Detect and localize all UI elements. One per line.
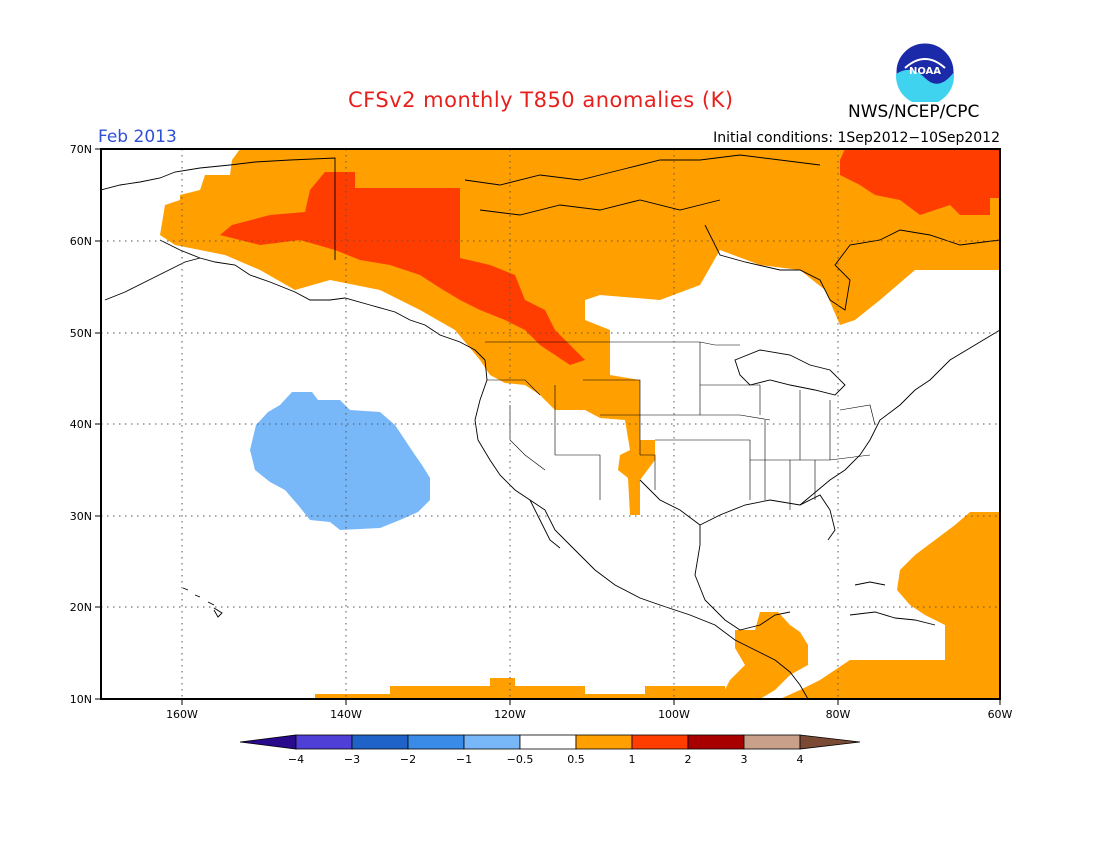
- legend-box: [631, 734, 689, 750]
- legend-arrow-low: [239, 734, 297, 750]
- tick-marks: [95, 148, 1001, 705]
- lat-label: 40N: [70, 418, 92, 431]
- legend-tick-label: 3: [741, 753, 748, 766]
- legend-tick-label: 1: [629, 753, 636, 766]
- lon-label: 160W: [166, 708, 198, 721]
- coastlines: [101, 154, 1000, 699]
- legend-box: [743, 734, 801, 750]
- valid-month: Feb 2013: [98, 127, 177, 147]
- legend-tick-label: 4: [797, 753, 804, 766]
- lon-label: 100W: [658, 708, 690, 721]
- legend-box: [295, 734, 353, 750]
- longitude-labels: 160W 140W 120W 100W 80W 60W: [166, 708, 1012, 721]
- legend-box: [463, 734, 521, 750]
- cool-region-pacific: [250, 392, 430, 530]
- legend-box: [407, 734, 465, 750]
- legend-tick-label: −3: [344, 753, 360, 766]
- warm-region-atlantic: [780, 512, 1000, 699]
- noaa-logo: NOAA: [895, 42, 955, 105]
- lat-label: 70N: [70, 143, 92, 156]
- legend-arrow-high: [799, 734, 861, 750]
- legend-tick-label: −2: [400, 753, 416, 766]
- plot-title: CFSv2 monthly T850 anomalies (K): [348, 88, 734, 112]
- lon-label: 60W: [988, 708, 1013, 721]
- warm-region-central-america: [720, 612, 808, 699]
- warm-region-strong-east: [840, 149, 1000, 215]
- lon-label: 120W: [494, 708, 526, 721]
- color-legend: −4 −3 −2 −1 −0.5 0.5 1 2 3 4: [239, 734, 861, 766]
- legend-tick-label: 2: [685, 753, 692, 766]
- lat-label: 30N: [70, 510, 92, 523]
- legend-tick-label: 0.5: [567, 753, 585, 766]
- latitude-labels: 70N 60N 50N 40N 30N 20N 10N: [70, 143, 92, 706]
- state-boundaries: [485, 341, 876, 510]
- agency-label: NWS/NCEP/CPC: [848, 102, 980, 122]
- legend-box: [687, 734, 745, 750]
- legend-tick-label: −1: [456, 753, 472, 766]
- lon-label: 140W: [330, 708, 362, 721]
- legend-box: [519, 734, 577, 750]
- legend-tick-label: −0.5: [507, 753, 534, 766]
- lat-label: 50N: [70, 327, 92, 340]
- lat-label: 20N: [70, 601, 92, 614]
- lon-label: 80W: [826, 708, 851, 721]
- warm-region-strong-west: [220, 172, 585, 365]
- logo-text: NOAA: [908, 66, 942, 77]
- legend-box: [575, 734, 633, 750]
- warm-region-south-pacific: [315, 678, 725, 699]
- legend-box: [351, 734, 409, 750]
- initial-conditions: Initial conditions: 1Sep2012−10Sep2012: [713, 130, 1000, 146]
- lat-label: 10N: [70, 693, 92, 706]
- lat-label: 60N: [70, 235, 92, 248]
- legend-tick-label: −4: [288, 753, 304, 766]
